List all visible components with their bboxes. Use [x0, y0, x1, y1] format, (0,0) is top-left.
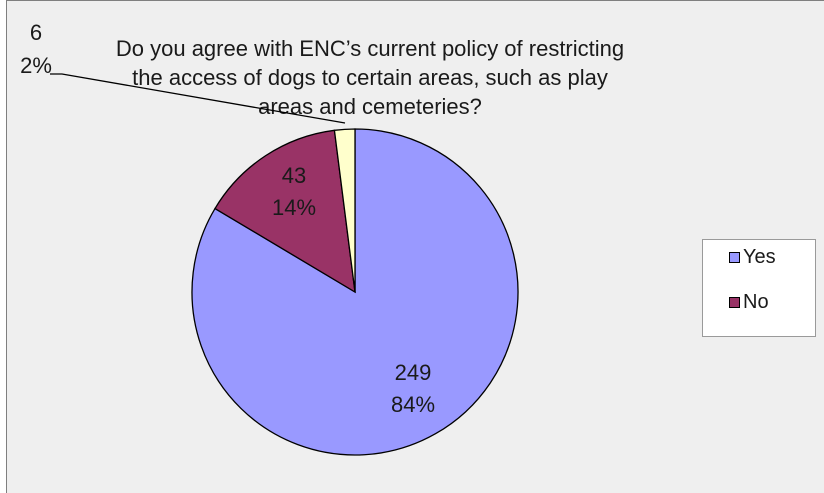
data-label-percent: 14%	[272, 195, 316, 220]
data-label-value: 6	[30, 20, 42, 45]
data-label-value: 43	[282, 163, 306, 188]
data-label-value: 249	[395, 360, 432, 385]
chart-title: Do you agree with ENC’s current policy o…	[115, 36, 625, 119]
pie-slice-other	[333, 128, 356, 293]
data-label-percent: 2%	[20, 53, 52, 78]
legend: Yes No	[702, 239, 816, 337]
legend-item-yes: Yes	[729, 245, 776, 269]
legend-label-no: No	[743, 290, 769, 313]
pie-slice-no	[214, 129, 356, 294]
leader-line	[50, 73, 346, 124]
legend-label-yes: Yes	[743, 245, 776, 268]
legend-item-no: No	[729, 290, 769, 314]
data-label-percent: 84%	[391, 392, 435, 417]
legend-swatch-yes	[729, 251, 740, 263]
legend-swatch-no	[729, 296, 740, 308]
